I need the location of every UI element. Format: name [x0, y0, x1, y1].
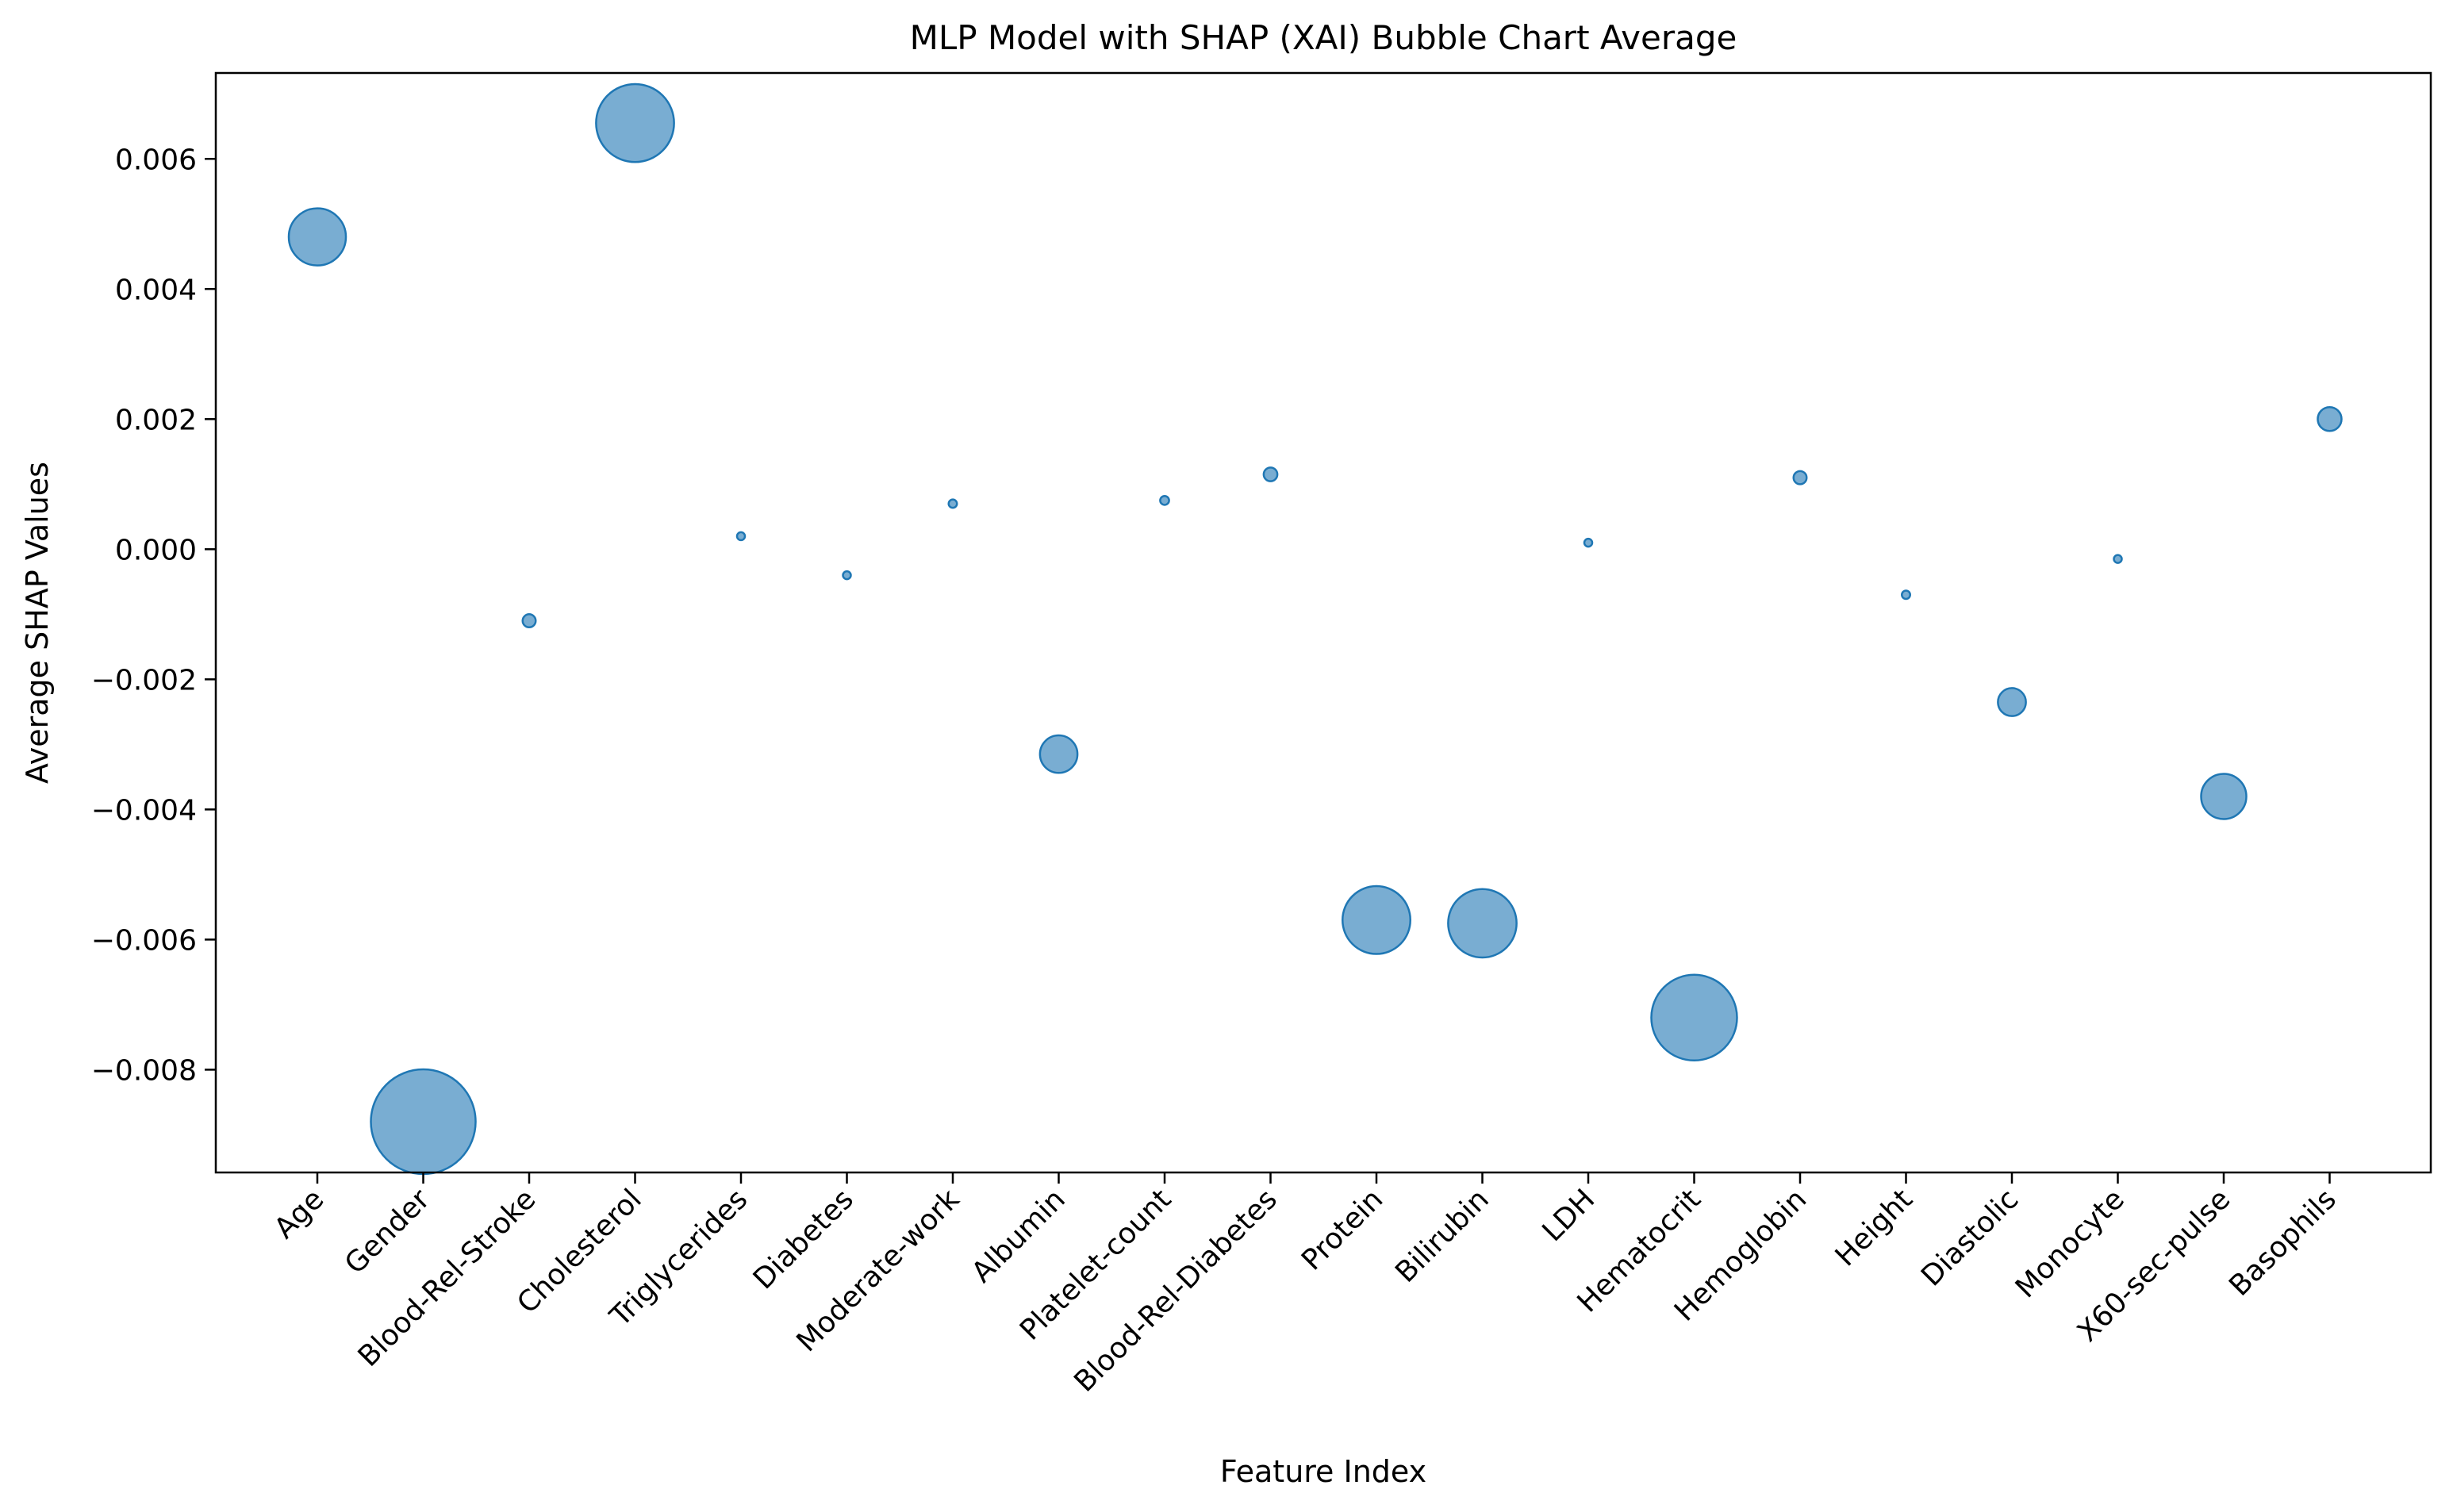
- y-tick-label: 0.006: [115, 144, 197, 176]
- bubble-blood-rel-diabetes: [1262, 466, 1279, 482]
- y-tick-label: −0.004: [91, 794, 197, 827]
- y-tick-label: −0.008: [91, 1054, 197, 1087]
- bubble-albumin: [1038, 734, 1079, 774]
- bubble-age: [287, 207, 347, 267]
- y-axis-label: Average SHAP Values: [20, 462, 55, 784]
- x-tick-label: Age: [268, 1183, 330, 1245]
- bubble-triglycerides: [735, 531, 747, 542]
- bubble-x60-sec-pulse: [2200, 773, 2248, 820]
- bubble-blood-rel-stroke: [521, 613, 537, 629]
- x-tick-label: Albumin: [965, 1183, 1072, 1289]
- bubble-hemoglobin: [1792, 470, 1808, 485]
- bubble-diabetes: [842, 570, 852, 581]
- y-tick-label: 0.000: [115, 534, 197, 566]
- bubble-gender: [370, 1068, 477, 1176]
- bubble-basophils: [2317, 406, 2343, 432]
- bubble-protein: [1342, 885, 1411, 955]
- bubble-monocyte: [2113, 554, 2123, 564]
- x-tick-label: Height: [1829, 1183, 1919, 1272]
- bubble-platelet-count: [1159, 494, 1170, 506]
- x-axis-label: Feature Index: [1220, 1454, 1426, 1489]
- x-tick-label: LDH: [1536, 1183, 1601, 1248]
- bubble-bilirubin: [1447, 888, 1518, 959]
- bubble-moderate-work: [947, 498, 958, 509]
- y-tick-label: −0.002: [91, 664, 197, 697]
- y-tick-label: 0.004: [115, 274, 197, 306]
- bubble-diastolic: [1997, 687, 2027, 717]
- x-tick-label: Diastolic: [1915, 1183, 2025, 1292]
- bubble-height: [1901, 589, 1911, 601]
- x-tick-label: Protein: [1296, 1183, 1389, 1276]
- x-tick-label: Blood-Rel-Stroke: [352, 1183, 543, 1373]
- y-tick-label: 0.002: [115, 404, 197, 436]
- bubble-hematocrit: [1650, 973, 1738, 1062]
- x-axis: Age GenderBlood-Rel-StrokeCholesterolTrig…: [268, 1172, 2343, 1399]
- y-axis: −0.008 −0.006 −0.004 −0.002 0.000 0.002 0.004 0…: [91, 144, 216, 1087]
- bubble-cholesterol: [595, 83, 675, 163]
- chart-title: MLP Model with SHAP (XAI) Bubble Chart A…: [910, 18, 1737, 57]
- x-tick-label: Blood-Rel-Diabetes: [1068, 1183, 1283, 1398]
- x-tick-label: Gender: [339, 1183, 436, 1280]
- x-tick-label: Basophils: [2223, 1183, 2343, 1303]
- plot-frame: [214, 71, 2432, 1174]
- x-tick-label: Diabetes: [747, 1183, 860, 1295]
- bubble-layer: [287, 83, 2343, 1176]
- y-tick-label: −0.006: [91, 924, 197, 957]
- x-tick-label: Bilirubin: [1389, 1183, 1495, 1289]
- bubble-ldh: [1583, 537, 1594, 548]
